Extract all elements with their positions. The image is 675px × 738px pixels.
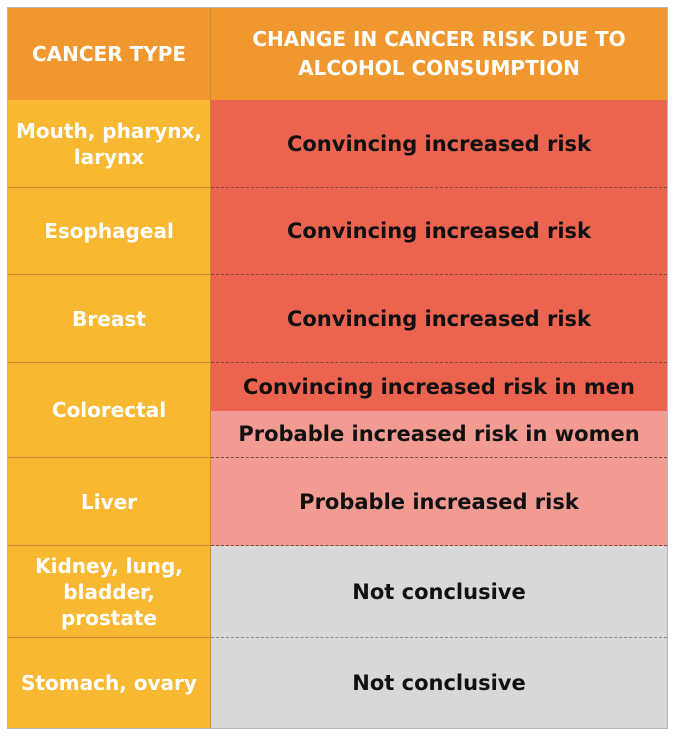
type-liver: Liver bbox=[8, 458, 211, 546]
type-esophageal: Esophageal bbox=[8, 188, 211, 275]
risk-colorectal-women: Probable increased risk in women bbox=[211, 411, 667, 458]
type-colorectal: Colorectal bbox=[8, 363, 211, 458]
risk-stomach-ovary: Not conclusive bbox=[211, 638, 667, 728]
type-breast: Breast bbox=[8, 275, 211, 363]
risk-colorectal-men: Convincing increased risk in men bbox=[211, 363, 667, 411]
risk-kidney-lung-bladder-prostate: Not conclusive bbox=[211, 546, 667, 638]
type-stomach-ovary: Stomach, ovary bbox=[8, 638, 211, 728]
risk-liver: Probable increased risk bbox=[211, 458, 667, 546]
risk-breast: Convincing increased risk bbox=[211, 275, 667, 363]
cancer-risk-table: CANCER TYPE CHANGE IN CANCER RISK DUE TO… bbox=[7, 7, 668, 729]
header-cancer-type: CANCER TYPE bbox=[8, 8, 211, 100]
header-risk-change: CHANGE IN CANCER RISK DUE TO ALCOHOL CON… bbox=[211, 8, 667, 100]
risk-mouth-pharynx-larynx: Convincing increased risk bbox=[211, 100, 667, 188]
risk-esophageal: Convincing increased risk bbox=[211, 188, 667, 275]
type-kidney-lung-bladder-prostate: Kidney, lung, bladder, prostate bbox=[8, 546, 211, 638]
type-mouth-pharynx-larynx: Mouth, pharynx, larynx bbox=[8, 100, 211, 188]
